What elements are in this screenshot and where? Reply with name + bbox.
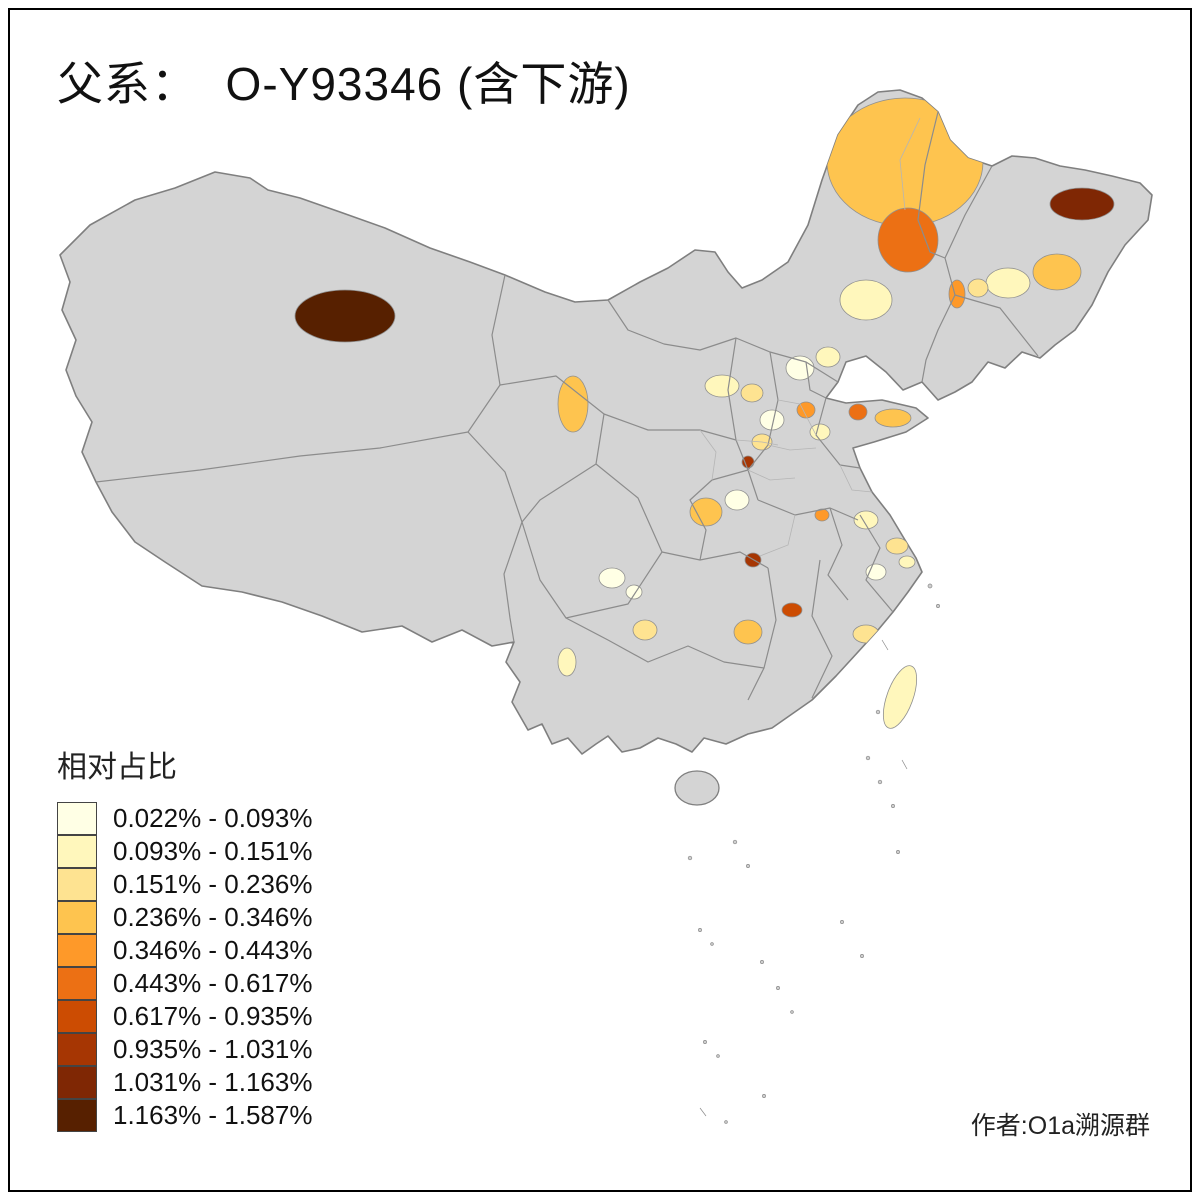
map-region-r14 <box>815 346 841 368</box>
legend-title: 相对占比 <box>57 751 177 784</box>
legend-rows: 0.022% - 0.093% 0.093% - 0.151% 0.151% - 0… <box>57 801 313 1132</box>
map-region-r06 <box>985 267 1031 299</box>
region-patches-group <box>294 97 1115 677</box>
legend-row: 0.022% - 0.093% <box>57 801 313 835</box>
legend-swatch <box>57 1065 97 1099</box>
island-patches-group <box>882 665 918 729</box>
legend-swatch <box>57 900 97 934</box>
map-region-r16 <box>796 401 816 419</box>
south-china-sea-islands <box>687 583 940 1124</box>
map-region-r31 <box>733 619 763 645</box>
legend-bin-label: 0.935% - 1.031% <box>113 1034 313 1064</box>
prefecture-borders <box>699 117 921 557</box>
map-region-r07 <box>948 279 966 309</box>
map-region-r36 <box>557 647 577 677</box>
legend-row: 0.236% - 0.346% <box>57 900 313 934</box>
map-region-r26 <box>885 537 909 555</box>
legend-swatch <box>57 1098 97 1132</box>
map-region-r09 <box>839 279 893 321</box>
map-title: 父系： O-Y93346 (含下游) <box>57 58 631 110</box>
map-region-r10 <box>557 375 589 433</box>
legend-swatch <box>57 1032 97 1066</box>
map-region-r05 <box>1032 253 1082 291</box>
legend-swatch <box>57 999 97 1033</box>
province-borders <box>95 111 1039 701</box>
legend-swatch <box>57 834 97 868</box>
legend-row: 0.935% - 1.031% <box>57 1032 313 1066</box>
mainland-outline <box>59 89 1153 755</box>
legend-bin-label: 0.093% - 0.151% <box>113 836 313 866</box>
legend-bin-label: 0.617% - 0.935% <box>113 1001 313 1031</box>
map-region-r13 <box>785 355 815 381</box>
map-region-r30 <box>781 602 803 618</box>
map-region-r15 <box>759 409 785 431</box>
map-region-r34 <box>632 619 658 641</box>
legend-bin-label: 0.236% - 0.346% <box>113 902 313 932</box>
legend-bin-label: 0.022% - 0.093% <box>113 803 313 833</box>
map-region-r11 <box>704 374 740 398</box>
map-region-r19 <box>809 423 831 441</box>
legend-bin-label: 1.163% - 1.587% <box>113 1100 313 1130</box>
map-region-r12 <box>740 383 764 403</box>
map-region-r21 <box>741 455 755 469</box>
map-region-r32 <box>598 567 626 589</box>
author-credit: 作者:O1a溯源群 <box>970 1112 1150 1140</box>
legend-row: 1.031% - 1.163% <box>57 1065 313 1099</box>
legend-bin-label: 1.031% - 1.163% <box>113 1067 313 1097</box>
map-region-r22 <box>724 489 750 511</box>
legend-row: 0.617% - 0.935% <box>57 999 313 1033</box>
map-region-r01 <box>294 289 396 343</box>
legend-swatch <box>57 867 97 901</box>
map-region-r23 <box>689 497 723 527</box>
map-region-r04 <box>1049 187 1115 221</box>
legend-row: 0.151% - 0.236% <box>57 867 313 901</box>
map-region-r08 <box>967 278 989 298</box>
legend-row: 0.443% - 0.617% <box>57 966 313 1000</box>
map-region-r17 <box>848 403 868 421</box>
legend-bin-label: 0.151% - 0.236% <box>113 869 313 899</box>
legend-swatch <box>57 801 97 835</box>
hainan-island <box>674 770 720 806</box>
map-region-r27 <box>898 555 916 569</box>
legend-row: 1.163% - 1.587% <box>57 1098 313 1132</box>
legend-swatch <box>57 933 97 967</box>
legend-swatch <box>57 966 97 1000</box>
map-region-taiwan <box>882 665 918 729</box>
legend-bin-label: 0.443% - 0.617% <box>113 968 313 998</box>
legend-row: 0.346% - 0.443% <box>57 933 313 967</box>
map-region-r03 <box>877 207 939 273</box>
legend-row: 0.093% - 0.151% <box>57 834 313 868</box>
map-region-r18 <box>874 408 912 428</box>
legend: 相对占比 0.022% - 0.093% 0.093% - 0.151% 0.151… <box>57 742 312 1132</box>
legend-bin-label: 0.346% - 0.443% <box>113 935 313 965</box>
